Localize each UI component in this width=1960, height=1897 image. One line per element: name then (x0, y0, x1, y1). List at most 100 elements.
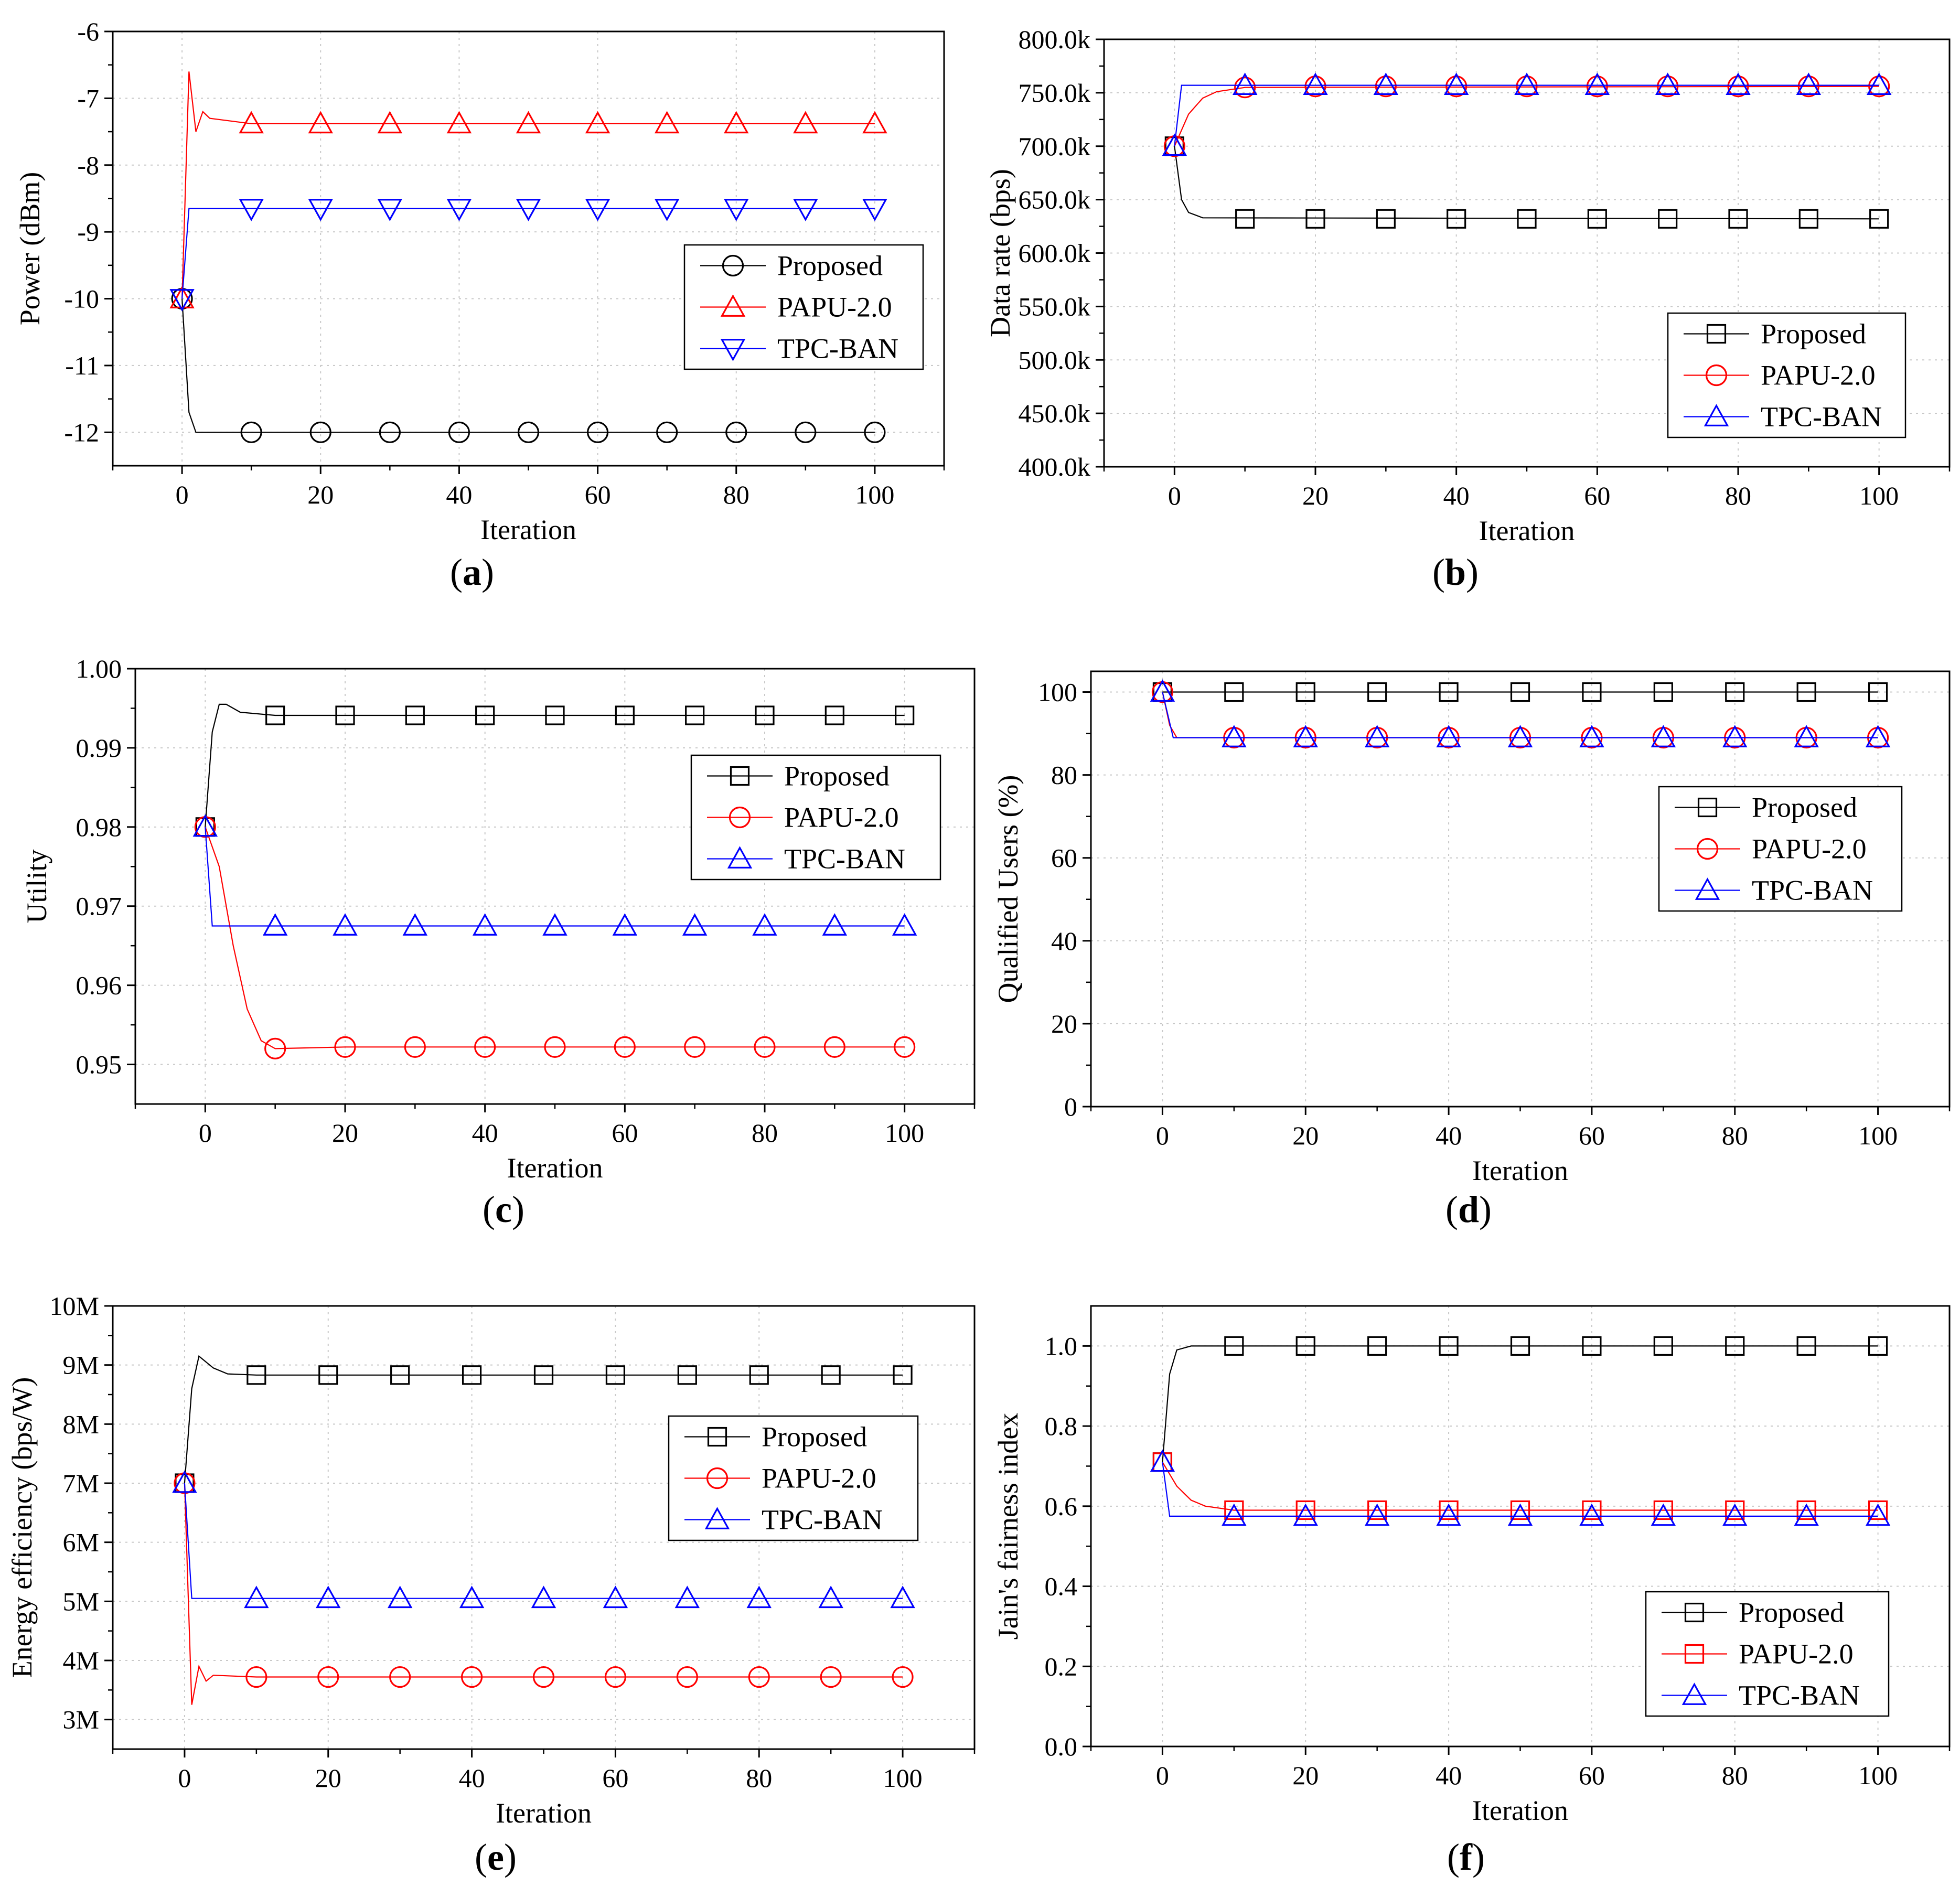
y-tick-label: 750.0k (1019, 78, 1091, 108)
legend-marker (727, 846, 753, 869)
series-tpc-ban (1162, 72, 1892, 156)
series-marker (1376, 209, 1396, 229)
series-marker (1222, 725, 1247, 747)
series-marker (402, 913, 428, 936)
y-tick-label: 450.0k (1019, 399, 1091, 428)
series-marker (603, 1585, 628, 1609)
x-tick-label: 80 (1725, 481, 1751, 510)
y-tick-label: 3M (63, 1705, 99, 1734)
series-marker (169, 289, 195, 312)
series-line (184, 1355, 903, 1484)
legend-label: Proposed (777, 250, 883, 282)
series-marker (533, 1365, 554, 1385)
series-marker (1367, 1500, 1387, 1520)
legend-a: Proposed PAPU-2.0 TPC-BAN (683, 244, 924, 370)
y-axis-title: Energy efficiency (bps/W) (6, 1377, 38, 1678)
series-marker (724, 111, 749, 134)
chart-panel-f: 0 20 40 60 80 100 0.0 0.2 0.4 0.6 0.8 1.0 Iteration J… (992, 1305, 1951, 1878)
series-marker (390, 1365, 410, 1385)
series-marker (862, 199, 887, 221)
y-tick-label: 40 (1051, 926, 1077, 956)
series-marker (823, 1036, 845, 1058)
series-marker (1162, 133, 1187, 156)
series-marker (475, 705, 495, 725)
series-marker (1364, 1503, 1390, 1526)
series-marker (1865, 725, 1891, 747)
legend-marker (1695, 877, 1720, 900)
y-tick-label: 10M (50, 1291, 99, 1321)
series-tpc-ban (192, 814, 917, 936)
series-marker (1150, 1449, 1175, 1472)
series-marker (377, 199, 403, 221)
series-marker (1373, 72, 1399, 95)
series-line (181, 298, 875, 433)
panel-label-b: (b) (1432, 551, 1479, 593)
legend-d: Proposed PAPU-2.0 TPC-BAN (1658, 786, 1903, 912)
series-marker (1579, 1503, 1604, 1526)
x-axis-title: Iteration (1472, 1155, 1568, 1186)
y-tick-label: 0.97 (76, 892, 122, 921)
series-marker (1868, 682, 1888, 702)
x-tick-label: 0 (1168, 481, 1181, 510)
series-marker (1797, 76, 1819, 98)
y-tick-label: 0.95 (76, 1050, 122, 1079)
y-axis-title: Data rate (bps) (984, 169, 1016, 337)
series-tpc-ban (1150, 1449, 1891, 1526)
series-marker (1865, 1503, 1891, 1526)
y-tick-label: 4M (63, 1646, 99, 1675)
x-axis-title: Iteration (496, 1797, 592, 1829)
series-marker (516, 199, 541, 221)
series-tpc-ban (169, 199, 887, 312)
series-marker (1868, 1500, 1888, 1520)
series-marker (459, 1585, 485, 1609)
y-tick-label: 0.99 (76, 733, 122, 763)
x-tick-label: 40 (1436, 1761, 1462, 1790)
series-papu-2-0 (194, 816, 916, 1059)
y-tick-label: 100 (1038, 678, 1077, 707)
series-line (184, 1483, 903, 1705)
x-tick-label: 0 (176, 480, 189, 509)
series-marker (656, 421, 678, 443)
series-marker (1232, 72, 1258, 95)
series-marker (542, 913, 567, 936)
series-marker (1150, 679, 1175, 702)
series-line (205, 827, 905, 927)
series-marker (1305, 209, 1325, 229)
series-marker (685, 705, 705, 725)
x-tick-label: 40 (1443, 481, 1470, 510)
series-marker (1794, 725, 1819, 747)
series-marker (1222, 1503, 1247, 1526)
y-tick-label: 500.0k (1019, 345, 1091, 374)
legend-e: Proposed PAPU-2.0 TPC-BAN (668, 1415, 919, 1541)
series-marker (1516, 76, 1538, 98)
x-tick-label: 20 (307, 480, 334, 509)
series-marker (585, 111, 611, 134)
legend-label: Proposed (784, 760, 890, 792)
series-marker (1517, 209, 1537, 229)
series-proposed (1152, 1336, 1888, 1472)
series-marker (1510, 1336, 1530, 1356)
series-marker (532, 1666, 555, 1688)
series-marker (1796, 682, 1816, 702)
series-line (205, 703, 905, 827)
y-axis-title: Power (dBm) (14, 172, 46, 325)
series-marker (1866, 72, 1892, 95)
series-marker (824, 705, 844, 725)
series-marker (725, 421, 747, 443)
series-marker (1722, 725, 1748, 747)
series-marker (1584, 72, 1610, 95)
y-tick-label: 1.00 (76, 654, 122, 683)
series-marker (614, 1036, 636, 1058)
y-tick-label: 0 (1064, 1092, 1077, 1121)
series-marker (404, 1036, 426, 1058)
series-marker (316, 1585, 341, 1609)
legend-marker (1697, 797, 1718, 818)
series-marker (1582, 682, 1602, 702)
series-marker (517, 421, 540, 443)
y-axis-title: Utility (21, 849, 52, 923)
series-marker (1794, 1503, 1819, 1526)
series-marker (1651, 1503, 1676, 1526)
chart-panel-b: 0 20 40 60 80 100 400.0k 450.0k 500.0k 550.0k 600.… (984, 25, 1951, 593)
panel-label-c: (c) (483, 1188, 524, 1230)
x-tick-label: 40 (459, 1763, 485, 1793)
